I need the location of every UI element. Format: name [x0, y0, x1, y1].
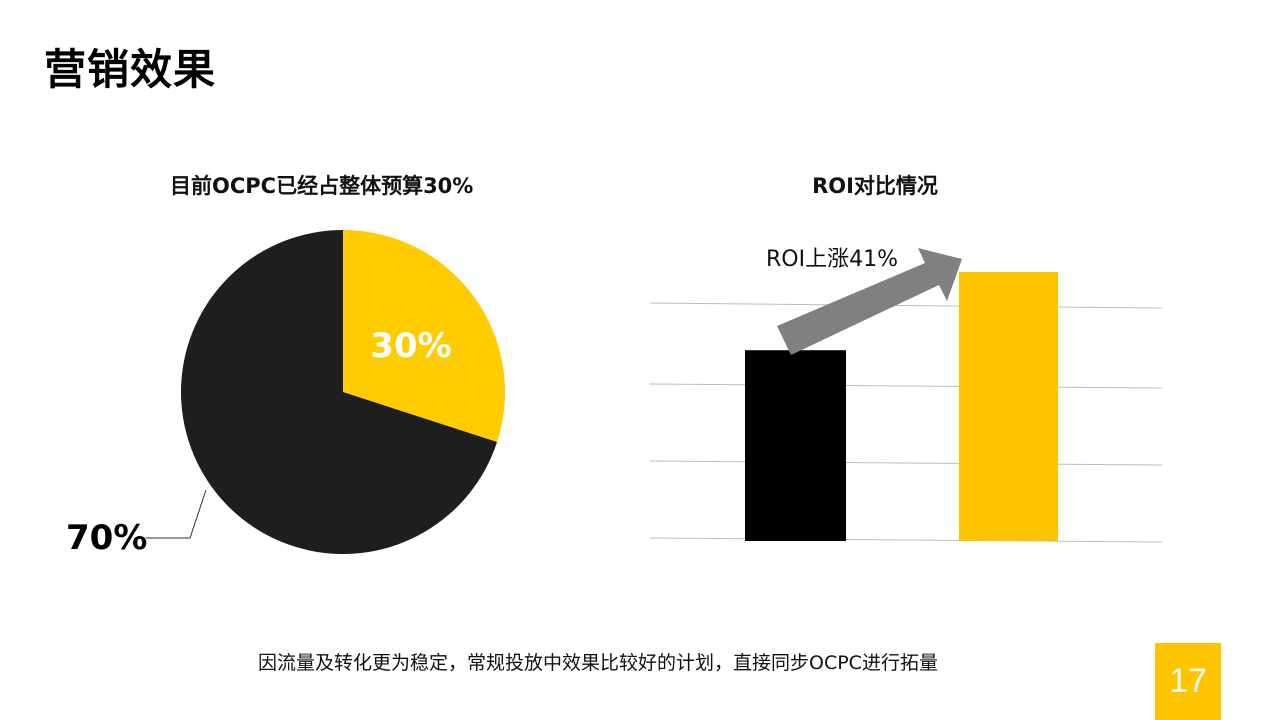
footer-note: 因流量及转化更为稳定，常规投放中效果比较好的计划，直接同步OCPC进行拓量	[258, 652, 938, 674]
pie-chart: 30% 70%	[66, 230, 505, 558]
grid-line	[649, 460, 1163, 466]
grid-line-baseline	[649, 537, 1163, 543]
pie-label-other: 70%	[66, 518, 147, 558]
grid-line	[649, 383, 1163, 389]
pie-slice-ocpc	[343, 230, 505, 443]
increase-arrow	[777, 248, 962, 355]
pie-leader-line	[146, 489, 207, 539]
pie-chart-title: 目前OCPC已经占整体预算30%	[170, 174, 474, 198]
page-number: 17	[1155, 643, 1221, 720]
pie-label-ocpc: 30%	[370, 326, 451, 366]
grid-line	[649, 302, 1163, 309]
bar-chart-title: ROI对比情况	[812, 174, 938, 198]
roi-increase-annotation: ROI上涨41%	[766, 247, 898, 272]
pie-slice-other	[181, 230, 498, 554]
page-title: 营销效果	[44, 45, 217, 94]
bar-after	[959, 272, 1058, 541]
bar-before	[745, 350, 846, 541]
bar-chart: ROI上涨41%	[649, 247, 1163, 543]
